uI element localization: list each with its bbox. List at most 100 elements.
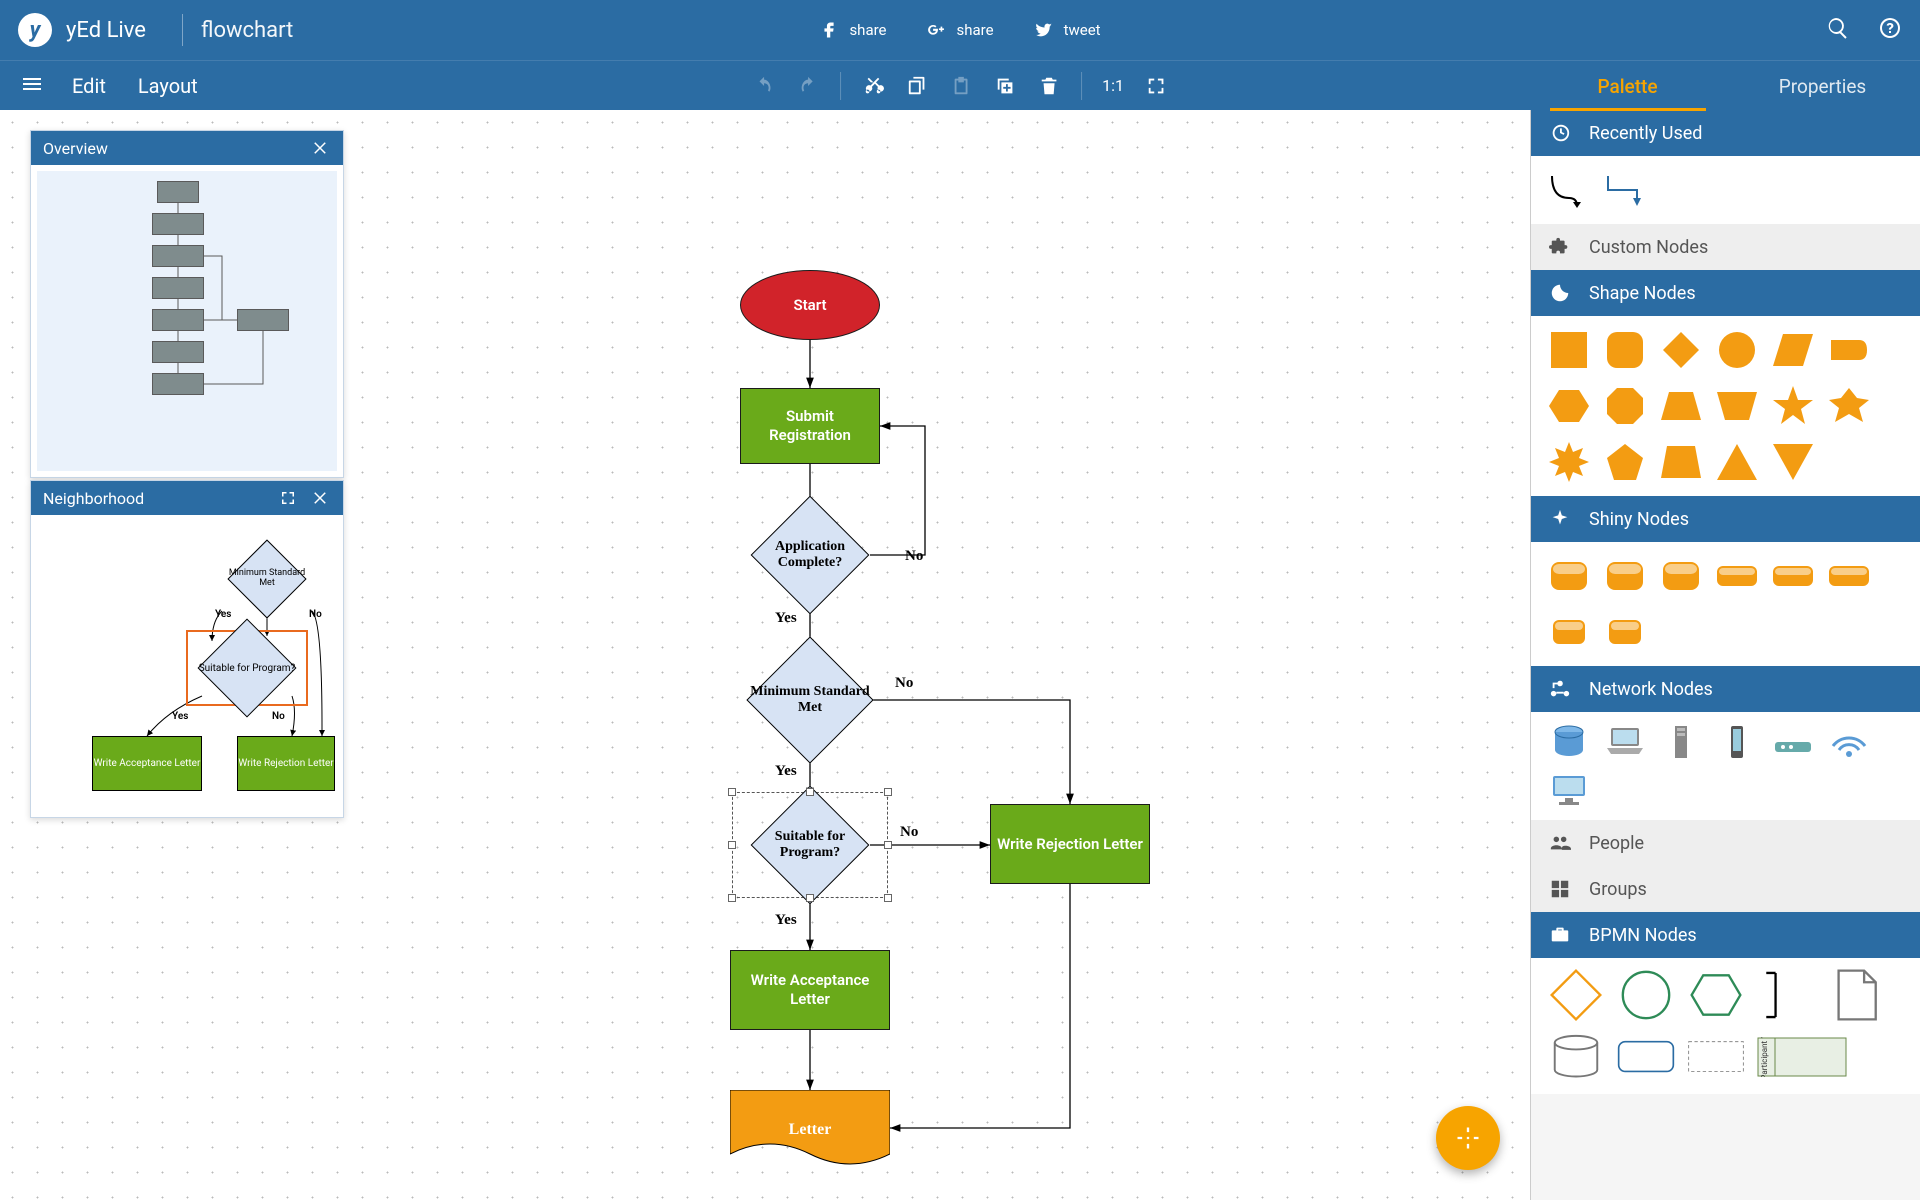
shape-trapezoid[interactable] [1659, 384, 1703, 428]
node-start[interactable]: Start [740, 270, 880, 340]
bpmn-annotation[interactable] [1757, 970, 1815, 1020]
cut-button[interactable] [853, 66, 893, 106]
separator [1081, 72, 1082, 100]
delete-button[interactable] [1029, 66, 1069, 106]
search-button[interactable] [1826, 16, 1850, 44]
shiny-1[interactable] [1547, 554, 1591, 598]
bpmn-gateway[interactable] [1547, 970, 1605, 1020]
bpmn-datastore[interactable] [1547, 1032, 1605, 1082]
puzzle-icon [1549, 236, 1571, 258]
share-twitter-button[interactable]: tweet [1034, 20, 1101, 40]
shape-square[interactable] [1547, 328, 1591, 372]
shape-triangle-inv[interactable] [1771, 440, 1815, 484]
palette-item-curved-edge[interactable] [1547, 168, 1591, 212]
copy-icon [906, 75, 928, 97]
shape-pentagon[interactable] [1603, 440, 1647, 484]
bpmn-event[interactable] [1617, 970, 1675, 1020]
bpmn-task[interactable] [1617, 1032, 1675, 1082]
net-laptop[interactable] [1603, 724, 1647, 760]
duplicate-button[interactable] [985, 66, 1025, 106]
share-facebook-button[interactable]: share [819, 20, 886, 40]
copy-button[interactable] [897, 66, 937, 106]
shape-star8[interactable] [1547, 440, 1591, 484]
net-router[interactable] [1771, 724, 1815, 760]
bpmn-subprocess[interactable] [1687, 1032, 1745, 1082]
edge-label-complete-no: No [905, 548, 923, 565]
paste-button[interactable] [941, 66, 981, 106]
palette-section-network-nodes[interactable]: Network Nodes [1531, 666, 1920, 712]
node-minstd[interactable]: Minimum Standard Met [750, 650, 870, 750]
share-facebook-label: share [849, 21, 886, 39]
shape-triangle[interactable] [1715, 440, 1759, 484]
node-submit-label: Submit Registration [741, 403, 879, 449]
edge-label-suitable-no: No [900, 824, 918, 841]
edge-label-minstd-no: No [895, 675, 913, 692]
shiny-4[interactable] [1715, 554, 1759, 598]
shiny-7[interactable] [1547, 610, 1591, 654]
shiny-2[interactable] [1603, 554, 1647, 598]
tab-palette[interactable]: Palette [1530, 61, 1725, 111]
menu-edit[interactable]: Edit [56, 74, 122, 98]
palette-panel: Recently Used Custom Nodes Shape Nodes [1530, 110, 1920, 1200]
shape-star5[interactable] [1771, 384, 1815, 428]
shape-trapezoid2[interactable] [1659, 440, 1703, 484]
node-accept[interactable]: Write Acceptance Letter [730, 950, 890, 1030]
canvas[interactable]: Overview [0, 110, 1530, 1200]
shape-rounded[interactable] [1603, 328, 1647, 372]
palette-section-bpmn-nodes[interactable]: BPMN Nodes [1531, 912, 1920, 958]
palette-section-groups[interactable]: Groups [1531, 866, 1920, 912]
shape-diamond[interactable] [1659, 328, 1703, 372]
net-desktop[interactable] [1547, 772, 1591, 808]
node-suitable[interactable]: Suitable for Program? [750, 800, 870, 890]
hamburger-menu-button[interactable] [8, 72, 56, 100]
shine-icon [1549, 508, 1571, 530]
palette-section-people[interactable]: People [1531, 820, 1920, 866]
net-phone[interactable] [1715, 724, 1759, 760]
node-complete[interactable]: Application Complete? [750, 510, 870, 600]
palette-section-recently-used[interactable]: Recently Used [1531, 110, 1920, 156]
layout-fab-button[interactable] [1436, 1106, 1500, 1170]
shape-circle[interactable] [1715, 328, 1759, 372]
gplus-icon [927, 20, 947, 40]
net-wifi[interactable] [1827, 724, 1871, 760]
shape-star-fat[interactable] [1827, 384, 1871, 428]
tab-properties[interactable]: Properties [1725, 61, 1920, 111]
node-reject[interactable]: Write Rejection Letter [990, 804, 1150, 884]
zoom-ratio-button[interactable]: 1:1 [1094, 76, 1132, 95]
briefcase-icon [1549, 924, 1571, 946]
help-button[interactable] [1878, 16, 1902, 44]
shape-trapezoid-inv[interactable] [1715, 384, 1759, 428]
node-submit[interactable]: Submit Registration [740, 388, 880, 464]
shiny-5[interactable] [1771, 554, 1815, 598]
net-database[interactable] [1547, 724, 1591, 760]
bpmn-participant[interactable]: Participant 1 [1757, 1032, 1847, 1082]
shape-tag[interactable] [1827, 328, 1871, 372]
palette-section-shiny-nodes[interactable]: Shiny Nodes [1531, 496, 1920, 542]
shape-hexagon[interactable] [1547, 384, 1591, 428]
palette-section-shape-nodes[interactable]: Shape Nodes [1531, 270, 1920, 316]
shape-octagon[interactable] [1603, 384, 1647, 428]
shiny-8[interactable] [1603, 610, 1647, 654]
palette-section-custom-nodes[interactable]: Custom Nodes [1531, 224, 1920, 270]
node-letter[interactable]: Letter [730, 1090, 890, 1170]
bpmn-document[interactable] [1827, 970, 1885, 1020]
node-suitable-label: Suitable for Program? [750, 800, 870, 890]
palette-body-shiny-nodes [1531, 542, 1920, 666]
fit-screen-button[interactable] [1136, 66, 1176, 106]
undo-button[interactable] [744, 66, 784, 106]
net-server[interactable] [1659, 724, 1703, 760]
document-name[interactable]: flowchart [201, 18, 293, 43]
shape-parallelogram[interactable] [1771, 328, 1815, 372]
share-gplus-button[interactable]: share [927, 20, 994, 40]
title-bar: y yEd Live flowchart share share tweet [0, 0, 1920, 60]
bpmn-task-hex[interactable] [1687, 970, 1745, 1020]
palette-item-ortho-edge[interactable] [1603, 168, 1647, 212]
history-icon [1549, 122, 1571, 144]
shiny-3[interactable] [1659, 554, 1703, 598]
shiny-6[interactable] [1827, 554, 1871, 598]
node-minstd-label: Minimum Standard Met [750, 650, 870, 750]
menu-layout[interactable]: Layout [122, 74, 214, 98]
palette-section-label: Recently Used [1589, 123, 1702, 144]
redo-button[interactable] [788, 66, 828, 106]
node-complete-label: Application Complete? [750, 510, 870, 600]
